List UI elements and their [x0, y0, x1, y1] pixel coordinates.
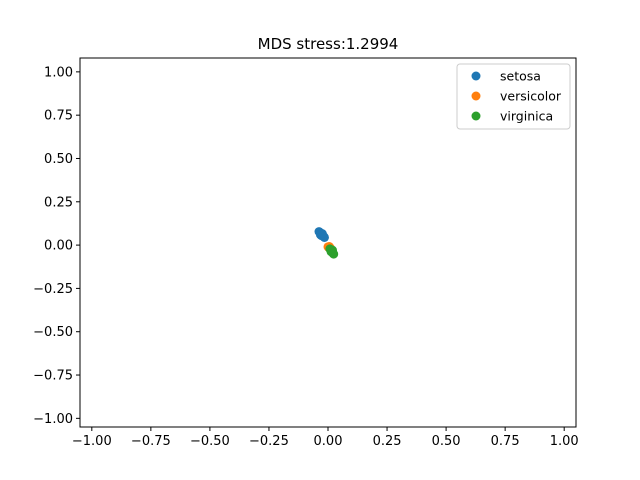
x-tick-label: 0.75: [491, 434, 520, 449]
legend: setosa versicolor virginica: [456, 63, 571, 130]
x-tick-label: 0.00: [314, 434, 343, 449]
series-virginica: [325, 244, 339, 259]
legend-marker-virginica: [471, 111, 481, 121]
x-tick-label: 1.00: [550, 434, 579, 449]
data-point-setosa: [317, 229, 327, 239]
x-tick-label: 0.25: [373, 434, 402, 449]
chart-title: MDS stress:1.2994: [258, 35, 399, 53]
y-tick-label: −0.75: [33, 369, 73, 384]
legend-marker-setosa: [471, 71, 481, 81]
x-tick-label: −0.75: [131, 434, 171, 449]
x-tick-label: 0.50: [432, 434, 461, 449]
x-axis: −1.00 −0.75 −0.50 −0.25 0.00 0.25 0.50 0.75 1.00: [72, 427, 579, 449]
y-tick-label: 0.00: [44, 239, 73, 254]
legend-box: [456, 63, 571, 130]
legend-marker-versicolor: [471, 91, 481, 101]
data-points: [314, 227, 339, 259]
x-tick-label: −0.25: [249, 434, 289, 449]
x-tick-label: −1.00: [72, 434, 112, 449]
series-setosa: [314, 227, 329, 242]
y-tick-label: −1.00: [33, 412, 73, 427]
y-axis: 1.00 0.75 0.50 0.25 0.00 −0.25 −0.50 −0.75 −1.00: [33, 65, 80, 427]
y-tick-label: −0.25: [33, 282, 73, 297]
y-tick-label: −0.50: [33, 325, 73, 340]
y-tick-label: 0.50: [44, 152, 73, 167]
y-tick-label: 1.00: [44, 65, 73, 80]
legend-label-versicolor: versicolor: [500, 89, 562, 104]
y-tick-label: 0.75: [44, 109, 73, 124]
x-tick-label: −0.50: [190, 434, 230, 449]
legend-label-virginica: virginica: [500, 109, 553, 124]
legend-label-setosa: setosa: [500, 69, 541, 84]
y-tick-label: 0.25: [44, 195, 73, 210]
data-point-virginica: [327, 245, 337, 255]
